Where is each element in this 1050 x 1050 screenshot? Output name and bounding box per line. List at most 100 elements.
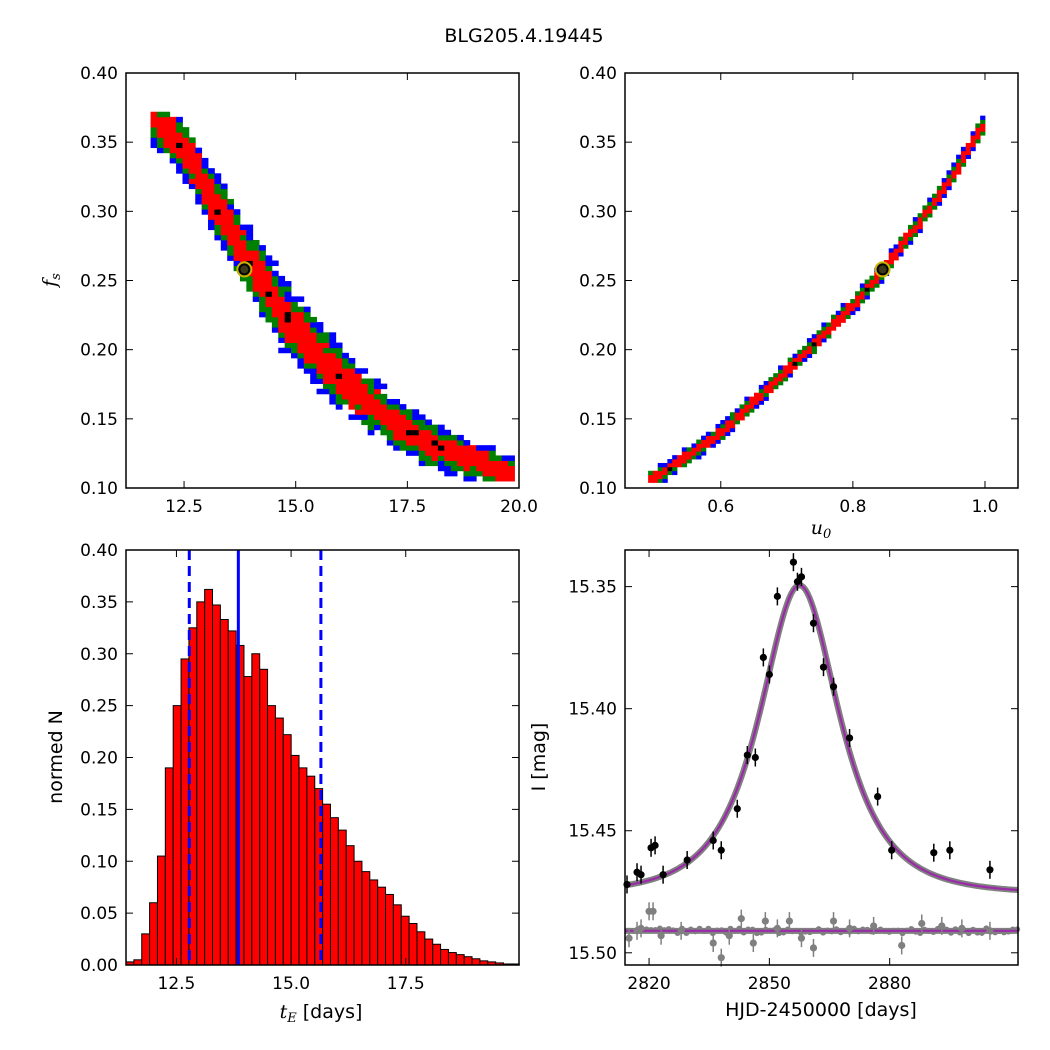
posterior-cell-inner <box>888 256 894 261</box>
posterior-cell-mid <box>220 234 228 241</box>
posterior-cell-inner <box>252 265 260 272</box>
posterior-cell-outer <box>246 229 254 236</box>
posterior-cell-inner <box>778 373 784 378</box>
histogram-bar <box>212 604 221 966</box>
posterior-cell-inner <box>271 301 279 308</box>
posterior-cell-outer <box>284 291 292 297</box>
ticks-light-curve: 2820 2850 2880 15.35 15.40 15.45 15.50 <box>568 550 1018 994</box>
posterior-cell-mid <box>758 388 765 394</box>
posterior-cell-inner <box>348 393 356 400</box>
posterior-cell-mid <box>874 283 880 288</box>
posterior-cell-mid <box>840 306 846 312</box>
posterior-cell-mid <box>739 404 745 409</box>
posterior-cell-mid <box>176 127 183 133</box>
posterior-cell-inner <box>715 435 721 440</box>
posterior-cell-mid <box>335 347 343 354</box>
posterior-cell-inner <box>859 291 866 296</box>
posterior-cell-inner <box>681 455 688 460</box>
histogram-bar <box>298 767 308 966</box>
posterior-cell-inner <box>208 183 215 190</box>
posterior-cell-inner <box>156 127 164 133</box>
posterior-cell-inner <box>936 193 943 198</box>
posterior-cell-inner <box>284 306 292 313</box>
posterior-cell-inner <box>792 357 798 362</box>
x-tick-label: 15.0 <box>272 974 310 994</box>
posterior-cell-inner <box>310 342 317 349</box>
faint-data-point <box>709 939 717 947</box>
posterior-cell-inner <box>386 419 394 426</box>
posterior-cell-outer <box>907 240 914 245</box>
posterior-cell-inner <box>903 240 909 245</box>
posterior-cell-inner <box>259 260 266 267</box>
posterior-cell-inner <box>310 332 317 338</box>
posterior-cell-outer <box>936 201 943 206</box>
posterior-cell-inner <box>476 465 484 472</box>
posterior-cell-mid <box>405 445 413 451</box>
posterior-cell-inner <box>840 318 846 323</box>
posterior-cell-mid <box>271 322 279 328</box>
data-point <box>986 866 994 874</box>
posterior-cell-mid <box>176 157 183 164</box>
posterior-cell-inner <box>188 178 196 184</box>
posterior-cell-outer <box>348 414 356 420</box>
data-point <box>759 653 767 662</box>
posterior-cell-mid <box>271 316 279 323</box>
posterior-cell-outer <box>322 388 330 395</box>
posterior-cell-mid <box>156 142 164 149</box>
posterior-cell-inner <box>163 142 171 149</box>
posterior-cell-inner <box>176 137 183 143</box>
posterior-cell-inner <box>233 224 241 231</box>
posterior-cell-inner <box>450 455 458 461</box>
posterior-cell-outer <box>271 260 279 267</box>
posterior-cell-outer <box>278 281 286 287</box>
posterior-cell-mid <box>322 332 330 338</box>
posterior-cell-outer <box>380 383 388 390</box>
posterior-cell-outer <box>941 178 947 183</box>
posterior-cell-outer <box>758 384 765 390</box>
posterior-cell-inner <box>252 281 260 287</box>
posterior-cell-inner <box>150 111 158 118</box>
posterior-cell-outer <box>208 219 215 225</box>
posterior-cell-outer <box>208 224 215 231</box>
posterior-cell-inner <box>278 316 286 323</box>
histogram-bar <box>447 952 457 966</box>
posterior-cell-inner <box>201 198 209 205</box>
posterior-cell-outer <box>374 383 381 390</box>
posterior-cell-inner <box>898 248 904 253</box>
posterior-cell-inner <box>893 256 899 261</box>
posterior-cell-inner <box>291 316 298 323</box>
data-point <box>829 683 838 691</box>
posterior-cell-inner <box>322 373 330 379</box>
posterior-cell-mid <box>662 474 668 479</box>
posterior-cell-mid <box>169 152 177 159</box>
posterior-cell-inner <box>201 183 209 190</box>
histogram-bar <box>282 734 292 966</box>
posterior-cell-mid <box>335 399 343 405</box>
y-tick-label: 0.15 <box>579 410 617 430</box>
posterior-cell-inner <box>657 474 663 479</box>
posterior-cell-inner <box>405 440 413 446</box>
posterior-cell-outer <box>195 193 203 200</box>
posterior-cell-mid <box>418 419 426 426</box>
posterior-cell-inner <box>246 255 254 261</box>
posterior-cell-inner <box>802 353 808 358</box>
posterior-cell-inner <box>284 322 292 328</box>
posterior-cell-mid <box>686 459 692 464</box>
posterior-cell-outer <box>425 419 432 426</box>
posterior-cell-inner <box>393 419 400 426</box>
posterior-cell-inner <box>220 209 228 215</box>
posterior-cell-inner <box>233 234 241 241</box>
posterior-cell-outer <box>956 154 962 159</box>
posterior-cell-inner <box>399 434 407 441</box>
posterior-cell-core <box>437 445 445 451</box>
ticks-histogram: 12.5 15.0 17.5 0.00 0.05 0.10 0.15 0.20 0.25 0.30… <box>80 541 519 994</box>
posterior-cell-mid <box>869 275 875 280</box>
posterior-cell-inner <box>648 478 654 483</box>
histogram-bar <box>133 959 143 966</box>
posterior-cell-inner <box>425 434 432 441</box>
y-tick-label: 0.05 <box>80 904 118 924</box>
posterior-cell-inner <box>169 137 177 143</box>
posterior-cell-mid <box>188 137 196 143</box>
posterior-cell-outer <box>297 296 305 302</box>
posterior-cell-outer <box>657 462 663 468</box>
